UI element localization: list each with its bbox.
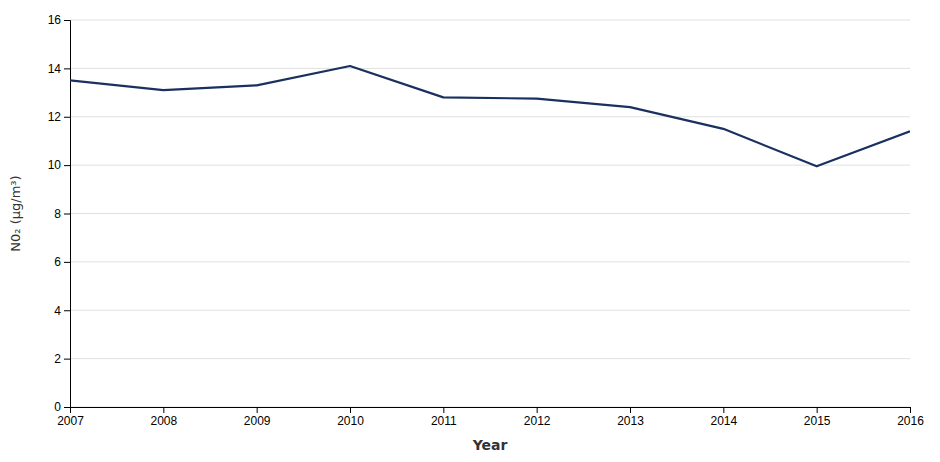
x-tick-mark — [723, 407, 724, 413]
x-tick-label: 2016 — [897, 414, 924, 428]
grid-line — [70, 261, 910, 262]
y-axis-title: N0₂ (μg/m³) — [8, 175, 23, 251]
x-axis-line — [71, 408, 911, 414]
x-tick: 2007 — [57, 407, 84, 428]
x-axis-title: Year — [472, 437, 508, 453]
x-tick-mark — [350, 407, 351, 413]
x-tick-label: 2015 — [804, 414, 831, 428]
y-tick-label: 0 — [54, 400, 61, 414]
grid — [70, 20, 910, 407]
x-tick: 2012 — [524, 407, 551, 428]
grid-line — [70, 213, 910, 214]
y-tick: 16 — [48, 13, 70, 27]
y-tick-mark — [64, 262, 70, 263]
y-tick-mark — [64, 165, 70, 166]
x-tick-label: 2009 — [244, 414, 271, 428]
marks — [70, 66, 910, 166]
x-tick: 2010 — [337, 407, 364, 428]
y-tick: 8 — [54, 207, 70, 221]
x-tick-label: 2014 — [710, 414, 737, 428]
y-tick: 4 — [54, 304, 70, 318]
x-tick-mark — [257, 407, 258, 413]
y-axis: 0 2 4 6 8 10 12 14 16 — [48, 13, 71, 414]
x-tick-mark — [163, 407, 164, 413]
x-tick-label: 2010 — [337, 414, 364, 428]
line — [70, 66, 910, 166]
y-tick: 10 — [48, 158, 70, 172]
y-tick-mark — [64, 214, 70, 215]
x-tick-mark — [910, 407, 911, 413]
x-tick: 2015 — [804, 407, 831, 428]
grid-line — [70, 310, 910, 311]
x-tick: 2014 — [710, 407, 737, 428]
x-tick: 2009 — [244, 407, 271, 428]
grid-line — [70, 165, 910, 166]
y-tick-label: 12 — [48, 110, 62, 124]
y-tick: 2 — [54, 352, 70, 366]
x-tick: 2011 — [431, 407, 457, 428]
y-tick: 6 — [54, 255, 70, 269]
y-tick: 14 — [48, 62, 70, 76]
x-tick: 2016 — [897, 407, 924, 428]
x-tick-label: 2012 — [524, 414, 551, 428]
y-tick-label: 16 — [48, 13, 62, 27]
y-tick-mark — [64, 407, 70, 408]
y-tick-label: 14 — [48, 62, 62, 76]
x-axis: 2007 2008 2009 2010 2011 2012 2013 2014 2015 2016 — [57, 407, 924, 428]
grid-line — [70, 116, 910, 117]
grid-line — [70, 20, 910, 21]
y-tick-label: 8 — [54, 207, 61, 221]
x-tick-label: 2007 — [57, 414, 84, 428]
x-tick-mark — [630, 407, 631, 413]
x-tick-label: 2013 — [617, 414, 644, 428]
grid-line — [70, 358, 910, 359]
x-tick: 2008 — [150, 407, 177, 428]
chart: 2007200820092010201120122013201420152016… — [0, 0, 940, 462]
x-tick-mark — [537, 407, 538, 413]
y-tick-mark — [64, 310, 70, 311]
y-tick-mark — [64, 20, 70, 21]
y-tick-label: 2 — [54, 352, 61, 366]
x-tick: 2013 — [617, 407, 644, 428]
x-tick-mark — [817, 407, 818, 413]
y-tick-label: 6 — [54, 255, 61, 269]
y-tick-label: 4 — [54, 304, 61, 318]
x-tick-mark — [443, 407, 444, 413]
x-tick-label: 2011 — [431, 414, 457, 428]
y-axis-line — [64, 21, 71, 408]
x-tick-label: 2008 — [150, 414, 177, 428]
y-tick: 12 — [48, 110, 70, 124]
y-tick: 0 — [54, 400, 70, 414]
y-tick-label: 10 — [48, 158, 62, 172]
y-tick-mark — [64, 359, 70, 360]
plot: 2007200820092010201120122013201420152016… — [48, 13, 925, 427]
y-tick-mark — [64, 117, 70, 118]
y-tick-mark — [64, 68, 70, 69]
grid-line — [70, 68, 910, 69]
